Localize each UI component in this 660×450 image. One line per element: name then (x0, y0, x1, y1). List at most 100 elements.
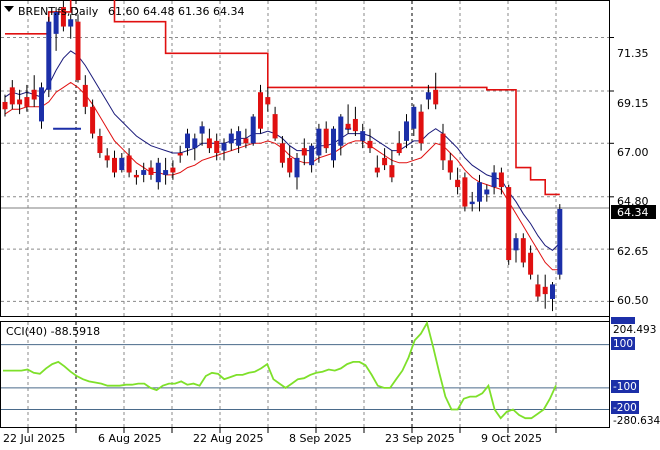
candle-down (345, 123, 351, 129)
right-scale-divider (609, 0, 610, 428)
dropdown-triangle-icon[interactable] (4, 6, 14, 12)
cci-level-label: 100 (613, 338, 633, 350)
y-tick: 64.80 (617, 195, 649, 208)
candle-up (360, 131, 366, 141)
candle-up (404, 121, 409, 141)
candle-up (338, 116, 344, 146)
candle-down (126, 155, 132, 173)
candle-down (323, 128, 329, 149)
candle-down (24, 97, 30, 107)
candle-up (425, 92, 431, 100)
candle-up (155, 162, 161, 183)
x-tick: 8 Sep 2025 (289, 432, 352, 445)
candle-down (535, 284, 541, 297)
candle-up (199, 126, 205, 134)
last-price-label: 64.34 (617, 206, 649, 219)
y-tick: 71.35 (617, 47, 649, 60)
main-pane-frame (0, 0, 610, 317)
candle-down (382, 157, 388, 166)
cci-max-label: 204.493 (613, 324, 656, 336)
cci-top-label-box (611, 317, 635, 324)
candle-up (469, 201, 475, 205)
x-tick: 6 Aug 2025 (98, 432, 161, 445)
candle-down (498, 172, 504, 188)
cci-level-lines (1, 344, 609, 411)
candle-down (2, 101, 8, 110)
candle-down (520, 238, 526, 263)
candle-down (374, 167, 380, 173)
candle-down (506, 187, 512, 261)
candle-up (221, 143, 227, 151)
x-tick: 23 Sep 2025 (385, 432, 455, 445)
candle-down (455, 179, 461, 188)
candle-down (301, 148, 307, 156)
trailing-stop-line (5, 0, 560, 196)
candle-down (418, 111, 424, 144)
candle-up (236, 131, 242, 146)
candle-down (279, 143, 285, 163)
candle-down (352, 118, 358, 132)
candle-down (170, 167, 176, 173)
cci-level-label: -200 (613, 402, 637, 414)
candle-up (411, 106, 417, 129)
candle-down (447, 160, 453, 173)
candle-up (331, 128, 336, 161)
candle-down (90, 106, 96, 134)
ohlc-open: 61.60 (108, 5, 140, 18)
candle-up (46, 21, 52, 90)
candle-up (513, 238, 519, 251)
candle-down (82, 84, 88, 107)
candle-down (60, 7, 66, 27)
candle-down (367, 140, 373, 149)
candle-up (163, 170, 169, 175)
candle-up (309, 145, 315, 166)
candle-down (31, 89, 37, 100)
candle-down (112, 157, 117, 173)
candle-down (206, 138, 212, 149)
candle-down (258, 92, 263, 129)
candle-up (294, 157, 300, 178)
candle-down (433, 89, 439, 105)
candle-down (542, 286, 548, 295)
x-tick: 9 Oct 2025 (481, 432, 542, 445)
cci-min-label: -280.634 (613, 415, 660, 427)
y-tick: 60.50 (617, 294, 649, 307)
candle-up (491, 172, 497, 188)
ohlc-close: 64.34 (213, 5, 245, 18)
candle-down (177, 153, 183, 156)
candle-up (141, 170, 147, 175)
candle-up (192, 138, 198, 149)
chart-title: BRENT.fs,Daily (18, 5, 99, 18)
x-tick: 22 Jul 2025 (3, 432, 65, 445)
cci-level-box (611, 337, 635, 350)
candle-down (396, 143, 402, 154)
candle-down (243, 138, 249, 144)
candle-down (75, 21, 81, 81)
candle-down (389, 165, 395, 178)
candle-down (97, 136, 103, 154)
candle-up (119, 157, 125, 171)
candle-up (53, 11, 59, 34)
cci-title: CCI(40) -88.5918 (6, 325, 100, 338)
candle-up (185, 133, 190, 149)
cci-line (3, 320, 557, 420)
cci-axis: 204.493 100 -100 -200 -280.634 (611, 317, 660, 427)
candle-down (9, 87, 15, 105)
candle-down (462, 177, 468, 207)
candle-down (272, 114, 278, 139)
ohlc-low: 61.36 (178, 5, 210, 18)
cci-level-label: -100 (613, 381, 637, 393)
last-price-box (611, 205, 656, 219)
candle-up (557, 208, 563, 275)
candle-up (550, 284, 555, 299)
cci-level-box (611, 380, 639, 393)
candle-down (214, 140, 220, 154)
y-tick: 67.00 (617, 146, 649, 159)
candle-down (104, 155, 110, 161)
candle-up (250, 116, 256, 144)
candle-down (265, 97, 271, 105)
cci-level-box (611, 401, 639, 414)
candle-up (228, 133, 234, 144)
cci-series (3, 320, 557, 420)
